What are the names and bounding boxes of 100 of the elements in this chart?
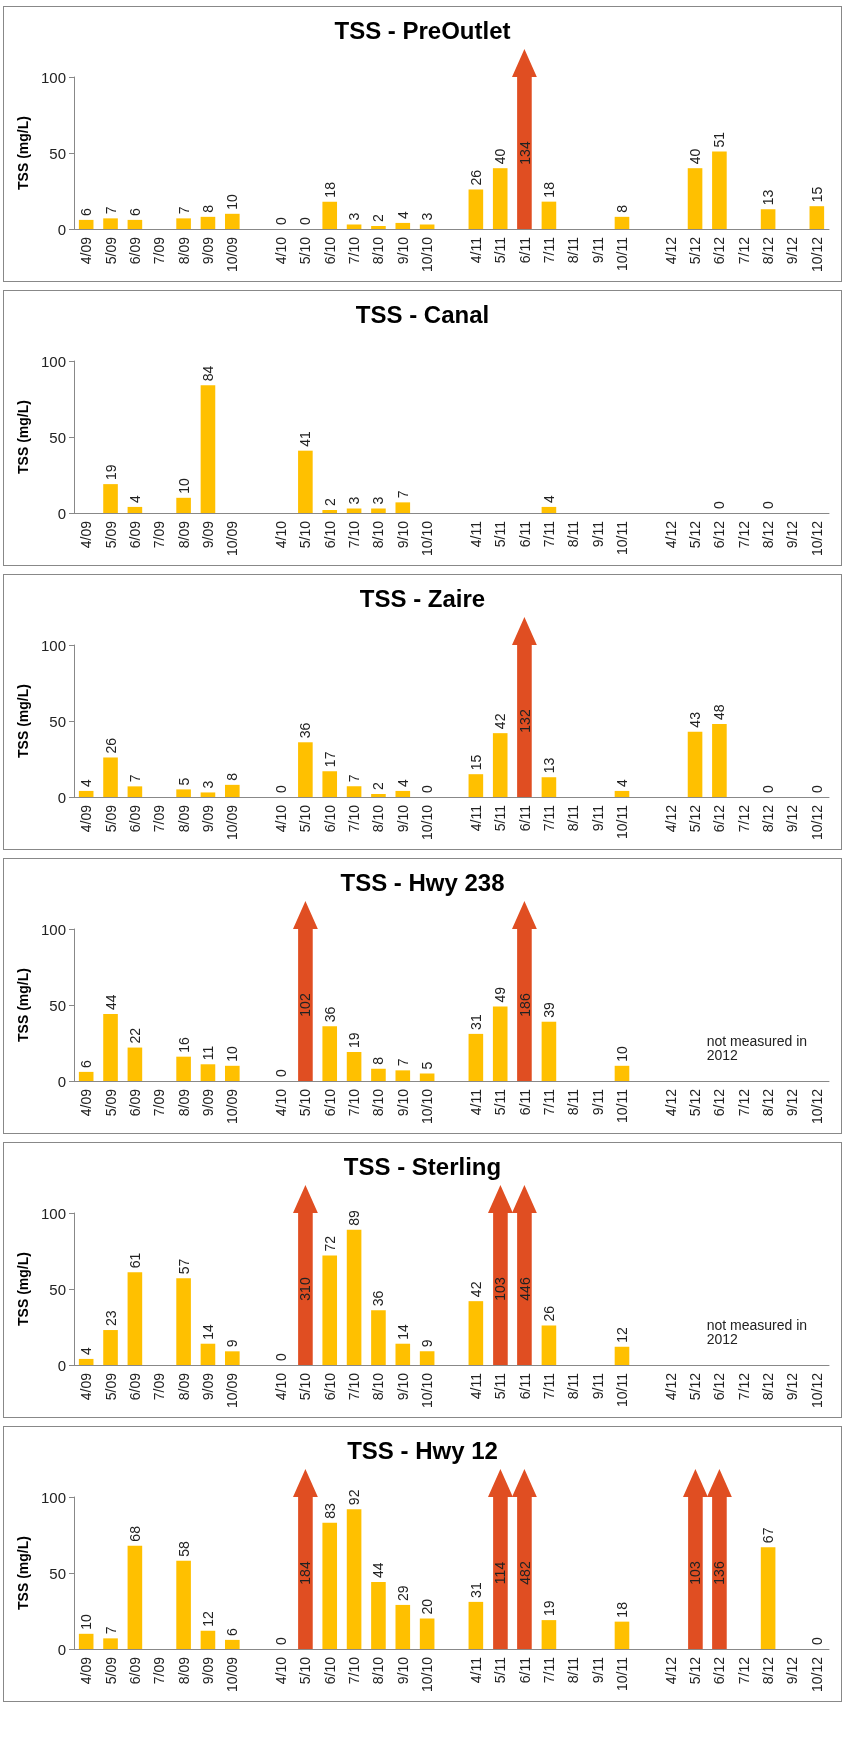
x-tick-label: 7/12	[735, 520, 752, 549]
x-tick-label: 9/10	[394, 520, 411, 549]
data-label: 10	[613, 1046, 630, 1062]
bar	[298, 742, 313, 797]
data-label: 42	[492, 713, 509, 730]
bar	[127, 1272, 143, 1365]
x-tick-label: 8/10	[370, 804, 387, 833]
data-label: 31	[467, 1582, 484, 1598]
data-label: 42	[467, 1281, 484, 1298]
data-label: 51	[711, 131, 728, 148]
bar	[346, 1052, 362, 1081]
x-tick-label: 5/12	[687, 1656, 704, 1685]
x-tick-label: 7/09	[151, 804, 168, 833]
bar	[371, 508, 386, 513]
x-tick-label: 4/11	[467, 1372, 484, 1400]
text: 114	[492, 1561, 509, 1585]
data-label: 92	[346, 1489, 363, 1506]
y-tick-label: 50	[49, 1280, 66, 1298]
x-tick-label: 8/10	[370, 1372, 387, 1401]
x-tick-label: 6/09	[126, 804, 143, 833]
x-tick-label: 9/10	[394, 1656, 411, 1685]
data-label: 0	[808, 785, 825, 793]
data-label: 6	[224, 1627, 241, 1636]
x-tick-label: 7/10	[346, 236, 363, 265]
x-tick-label: 10/10	[419, 1088, 436, 1125]
x-tick-label: 6/12	[711, 1372, 728, 1401]
annotation: not measured in 2012	[706, 1033, 812, 1063]
bar	[492, 1006, 508, 1081]
bar	[127, 786, 143, 797]
data-label: 83	[321, 1503, 338, 1519]
x-tick-label: 9/10	[394, 236, 411, 265]
bar	[176, 1278, 191, 1365]
x-tick-label: 7/10	[346, 1372, 363, 1401]
bar	[614, 1621, 630, 1649]
x-tick-label: 6/12	[711, 1656, 728, 1685]
data-label: 6	[78, 1059, 95, 1068]
x-tick-label: 9/12	[784, 1372, 801, 1401]
data-label: 7	[175, 206, 192, 215]
data-label: 10	[224, 1046, 241, 1062]
bar	[103, 1330, 118, 1365]
data-label: 7	[126, 774, 143, 783]
x-tick-label: 7/10	[346, 1656, 363, 1685]
x-tick-label: 10/11	[613, 520, 630, 555]
x-tick-label: 10/12	[808, 236, 825, 273]
x-tick-label: 10/12	[808, 1088, 825, 1125]
bar	[809, 206, 825, 229]
x-tick-label: 8/11	[565, 236, 582, 264]
x-tick-label: 8/10	[370, 1656, 387, 1685]
x-tick-label: 8/11	[565, 1088, 582, 1116]
x-tick-label: 9/12	[784, 1088, 801, 1117]
y-tick-label: 0	[57, 788, 66, 806]
x-tick-label: 8/12	[760, 1088, 777, 1117]
x-tick-label: 7/11	[540, 520, 557, 548]
x-tick-label: 4/12	[662, 804, 679, 833]
bar	[371, 1310, 386, 1365]
x-tick-label: 7/10	[346, 1088, 363, 1117]
data-label: 5	[175, 777, 192, 786]
x-tick-label: 8/09	[175, 804, 192, 833]
x-tick-label: 8/11	[565, 520, 582, 548]
y-tick-label: 100	[40, 920, 66, 938]
bar	[419, 224, 435, 229]
bar	[541, 1021, 557, 1081]
x-tick-label: 8/10	[370, 520, 387, 549]
data-label: 48	[711, 704, 728, 721]
bar	[78, 1071, 94, 1081]
data-label: 58	[175, 1541, 192, 1557]
bar	[395, 1604, 411, 1649]
x-tick-label: 9/12	[784, 804, 801, 833]
y-axis-title: TSS (mg/L)	[15, 400, 32, 474]
data-label: 40	[492, 148, 509, 165]
x-tick-label: 4/09	[78, 1088, 95, 1117]
data-label: 2	[370, 781, 387, 790]
bar	[371, 1068, 386, 1081]
data-label: 3	[199, 780, 216, 789]
bar	[614, 790, 630, 797]
x-tick-label: 6/11	[516, 236, 533, 264]
x-tick-label: 4/10	[273, 1656, 290, 1685]
text: 482	[516, 1561, 533, 1585]
bar	[760, 209, 776, 229]
chart-title: TSS - Canal	[355, 300, 490, 328]
x-tick-label: 4/11	[467, 804, 484, 832]
x-tick-label: 9/09	[199, 236, 216, 265]
bar	[712, 724, 727, 797]
data-label: 26	[540, 1305, 557, 1322]
data-label: 29	[394, 1585, 411, 1601]
data-label: 0	[273, 1637, 290, 1645]
x-tick-label: 9/11	[589, 1656, 606, 1684]
data-label: 84	[199, 365, 216, 382]
bar	[468, 1301, 484, 1365]
data-label: 40	[687, 148, 704, 165]
x-tick-label: 6/12	[711, 1088, 728, 1117]
bar	[103, 1638, 118, 1649]
bar	[322, 509, 338, 513]
data-label: 43	[687, 711, 704, 728]
data-label: 0	[273, 217, 290, 225]
x-tick-label: 8/09	[175, 236, 192, 265]
bar	[614, 1346, 630, 1365]
x-tick-label: 5/10	[297, 236, 314, 265]
data-label: 19	[102, 464, 119, 481]
bar	[225, 784, 240, 797]
